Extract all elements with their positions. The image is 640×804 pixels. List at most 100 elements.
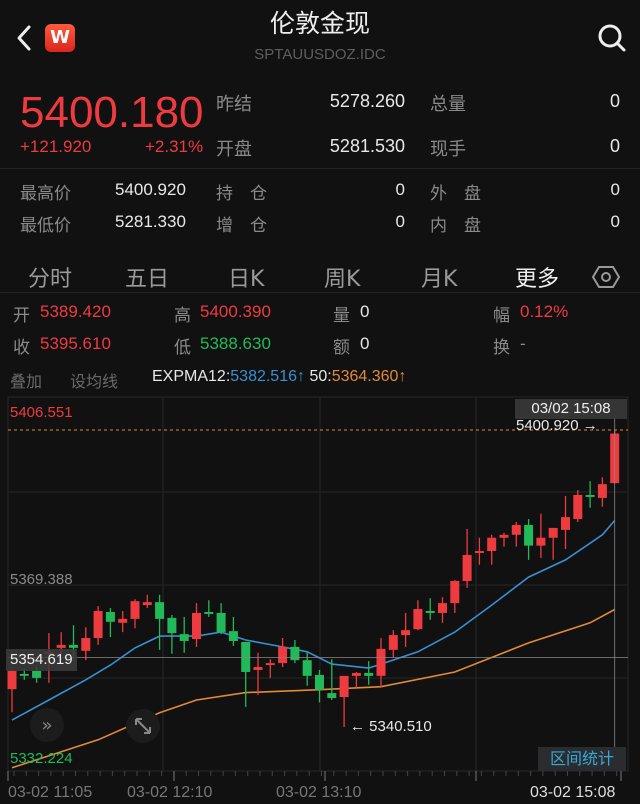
x-label: 03-02 15:08: [530, 784, 616, 801]
candle-up: [253, 667, 263, 670]
low-value: 5388.630: [200, 334, 271, 353]
tab-intraday[interactable]: 分时: [28, 267, 73, 292]
candle-up: [573, 494, 583, 520]
candle-up: [81, 638, 91, 651]
amount-value: 0: [360, 334, 370, 353]
field-value: 5281.530: [329, 136, 405, 156]
field-value: 0: [395, 180, 405, 199]
page-title: 伦敦金现: [269, 9, 370, 38]
divider: [0, 168, 640, 169]
open-label: 开: [13, 306, 30, 326]
candle-down: [327, 693, 337, 699]
candle-up: [142, 602, 152, 606]
field-value: 5278.260: [329, 91, 405, 111]
tab-five-day[interactable]: 五日: [125, 267, 170, 292]
tab-daily-k[interactable]: 日K: [228, 267, 265, 292]
expand-arrows-icon: [135, 718, 151, 734]
candle-up: [413, 609, 423, 630]
field-label: 最低价: [20, 216, 71, 236]
field-value: 0: [610, 180, 620, 199]
candle-down: [105, 611, 115, 622]
field-label: 持 仓: [216, 184, 267, 204]
price-change-pct: +2.31%: [145, 137, 204, 156]
field-value: 0: [609, 136, 620, 156]
candle-up: [499, 534, 509, 538]
candle-up: [438, 603, 447, 613]
candle-up: [561, 517, 570, 530]
field-label: 最高价: [20, 184, 71, 204]
candle-up: [597, 484, 607, 498]
amount-label: 额: [333, 338, 350, 358]
amplitude-label: 幅: [493, 306, 510, 326]
candle-down: [179, 634, 189, 641]
candle-down: [524, 524, 534, 546]
candle-down: [216, 612, 226, 633]
expma12-value: 5382.516↑: [230, 368, 305, 385]
high-marker: 5400.920 →: [516, 417, 598, 434]
field-value: 5400.920: [115, 180, 186, 199]
candle-up: [118, 618, 128, 623]
y-label-bottom: 5332.224: [10, 750, 73, 767]
back-button[interactable]: [12, 22, 38, 54]
candle-down: [290, 646, 300, 661]
volume-value: 0: [360, 302, 370, 321]
tab-weekly-k[interactable]: 周K: [324, 267, 361, 292]
last-price: 5400.180: [20, 88, 204, 137]
overlay-button[interactable]: 叠加: [10, 372, 43, 391]
symbol-code: SPTAUUSDOZ.IDC: [254, 46, 386, 63]
candle-up: [339, 675, 349, 698]
turnover-value: -: [520, 334, 526, 353]
candle-up: [548, 527, 558, 538]
high-value: 5400.390: [200, 302, 271, 321]
expand-chart-button[interactable]: [126, 709, 160, 743]
amplitude-value: 0.12%: [520, 302, 569, 321]
expma-label: EXPMA12:: [152, 368, 231, 385]
candle-up: [462, 554, 472, 582]
divider: [0, 292, 640, 293]
candle-up: [388, 635, 398, 650]
candle-up: [7, 670, 17, 690]
candle-up: [192, 612, 201, 640]
crosshair-price-label: 5354.619: [6, 649, 77, 671]
field-label: 内 盘: [430, 216, 481, 236]
close-label: 收: [13, 338, 30, 358]
price-change: +121.920: [20, 137, 92, 156]
y-label-mid: 5369.388: [10, 571, 73, 588]
expma50-value: 5364.360↑: [331, 368, 407, 385]
x-label: 03-02 11:05: [8, 784, 93, 801]
candle-up: [511, 524, 521, 535]
candle-up: [130, 601, 140, 619]
candle-up: [56, 644, 66, 648]
candle-down: [32, 670, 42, 678]
low-label: 低: [174, 338, 191, 358]
double-chevron-right-icon: »: [41, 714, 53, 736]
set-ma-button[interactable]: 设均线: [70, 372, 119, 391]
candle-up: [450, 581, 460, 604]
tab-monthly-k[interactable]: 月K: [421, 267, 458, 292]
candle-up: [265, 663, 275, 666]
search-button[interactable]: [596, 22, 628, 54]
hexagon-settings-icon: [591, 266, 621, 288]
field-value: 0: [610, 212, 620, 231]
field-label: 开盘: [216, 139, 252, 160]
crosshair-time-label: 03/02 15:08: [515, 399, 627, 419]
chevron-left-icon: [17, 25, 31, 51]
field-value: 0: [395, 212, 405, 231]
field-value: 0: [609, 91, 620, 111]
tab-more[interactable]: 更多: [515, 267, 560, 292]
candle-up: [536, 537, 546, 546]
low-marker: ← 5340.510: [350, 718, 432, 735]
app-logo: W: [45, 24, 75, 52]
candle-up: [376, 648, 386, 676]
candle-down: [302, 660, 312, 676]
turnover-label: 换: [493, 338, 510, 358]
chart-settings-button[interactable]: [591, 263, 621, 291]
range-stats-button[interactable]: 区间统计: [538, 747, 626, 771]
collapse-panel-button[interactable]: »: [30, 708, 64, 742]
expma50-label: 50:: [305, 368, 332, 385]
candle-up: [401, 630, 411, 636]
close-value: 5395.610: [40, 334, 111, 353]
x-label: 03-02 12:10: [127, 784, 213, 801]
candle-up: [93, 610, 103, 639]
